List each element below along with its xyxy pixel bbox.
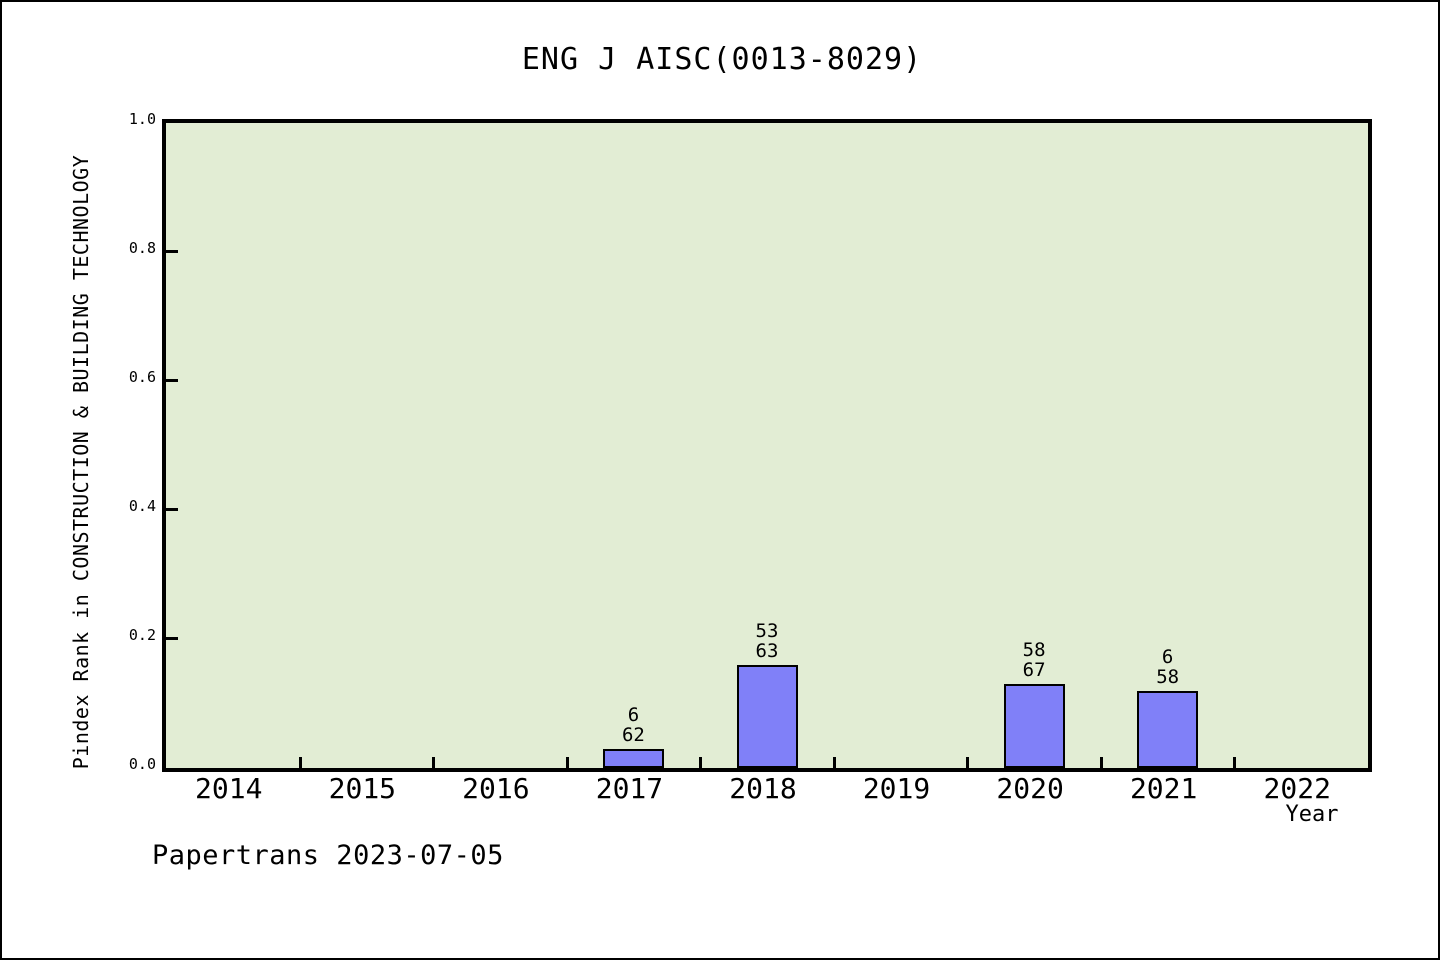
x-tick-label: 2018 bbox=[729, 772, 797, 805]
x-tick-mark bbox=[1099, 757, 1103, 768]
y-tick-mark bbox=[166, 379, 178, 382]
x-tick-mark bbox=[699, 757, 703, 768]
x-tick-mark bbox=[832, 757, 836, 768]
bar-total-value: 58 bbox=[1156, 665, 1180, 688]
bar-2021[interactable] bbox=[1137, 690, 1199, 768]
y-tick-label: 0.0 bbox=[128, 755, 156, 773]
bar-rank-value: 6 bbox=[627, 703, 640, 726]
x-tick-label: 2019 bbox=[862, 772, 931, 805]
bar-total-value: 67 bbox=[1022, 659, 1046, 682]
bar-value-label-2018: 53 63 bbox=[687, 621, 847, 661]
y-tick-label: 0.2 bbox=[128, 626, 156, 644]
x-tick-label: 2017 bbox=[595, 772, 664, 805]
bar-value-label-2021: 6 58 bbox=[1088, 647, 1248, 687]
plot-inner: 6 62 53 63 58 67 6 58 bbox=[166, 123, 1368, 768]
bar-value-label-2017: 6 62 bbox=[553, 705, 713, 745]
y-tick-label: 0.6 bbox=[128, 368, 156, 386]
bar-value-label-2020: 58 67 bbox=[954, 640, 1114, 680]
x-tick-mark bbox=[298, 757, 302, 768]
bar-2018[interactable] bbox=[736, 664, 798, 768]
x-tick-label: 2016 bbox=[462, 772, 530, 805]
x-axis-title: Year bbox=[1285, 802, 1339, 827]
x-tick-mark bbox=[1233, 757, 1237, 768]
y-tick-mark bbox=[166, 637, 178, 640]
x-tick-label: 2021 bbox=[1129, 772, 1198, 805]
y-tick-label: 0.8 bbox=[128, 239, 156, 257]
footer-note: Papertrans 2023-07-05 bbox=[152, 840, 504, 871]
y-tick-label: 0.4 bbox=[128, 497, 156, 515]
y-axis-title: Pindex Rank in CONSTRUCTION & BUILDING T… bbox=[64, 90, 98, 834]
bar-total-value: 62 bbox=[621, 723, 645, 746]
bar-rank-value: 58 bbox=[1022, 639, 1046, 662]
y-tick-mark bbox=[166, 250, 178, 253]
bar-rank-value: 6 bbox=[1161, 645, 1174, 668]
bar-2017[interactable] bbox=[602, 748, 664, 768]
x-tick-label: 2014 bbox=[195, 772, 263, 805]
bar-rank-value: 53 bbox=[755, 619, 779, 642]
y-tick-label: 1.0 bbox=[128, 110, 156, 128]
x-tick-label: 2015 bbox=[328, 772, 397, 805]
x-tick-label: 2020 bbox=[996, 772, 1064, 805]
plot-area: 6 62 53 63 58 67 6 58 bbox=[162, 119, 1372, 772]
bar-total-value: 63 bbox=[755, 639, 779, 662]
y-axis-title-text: Pindex Rank in CONSTRUCTION & BUILDING T… bbox=[69, 154, 93, 770]
bar-2020[interactable] bbox=[1003, 684, 1065, 768]
x-tick-mark bbox=[966, 757, 970, 768]
page-title: ENG J AISC(0013-8029) bbox=[521, 42, 923, 77]
y-tick-mark bbox=[166, 508, 178, 511]
x-tick-label: 2022 bbox=[1263, 772, 1331, 805]
x-tick-mark bbox=[565, 757, 569, 768]
x-tick-mark bbox=[432, 757, 436, 768]
